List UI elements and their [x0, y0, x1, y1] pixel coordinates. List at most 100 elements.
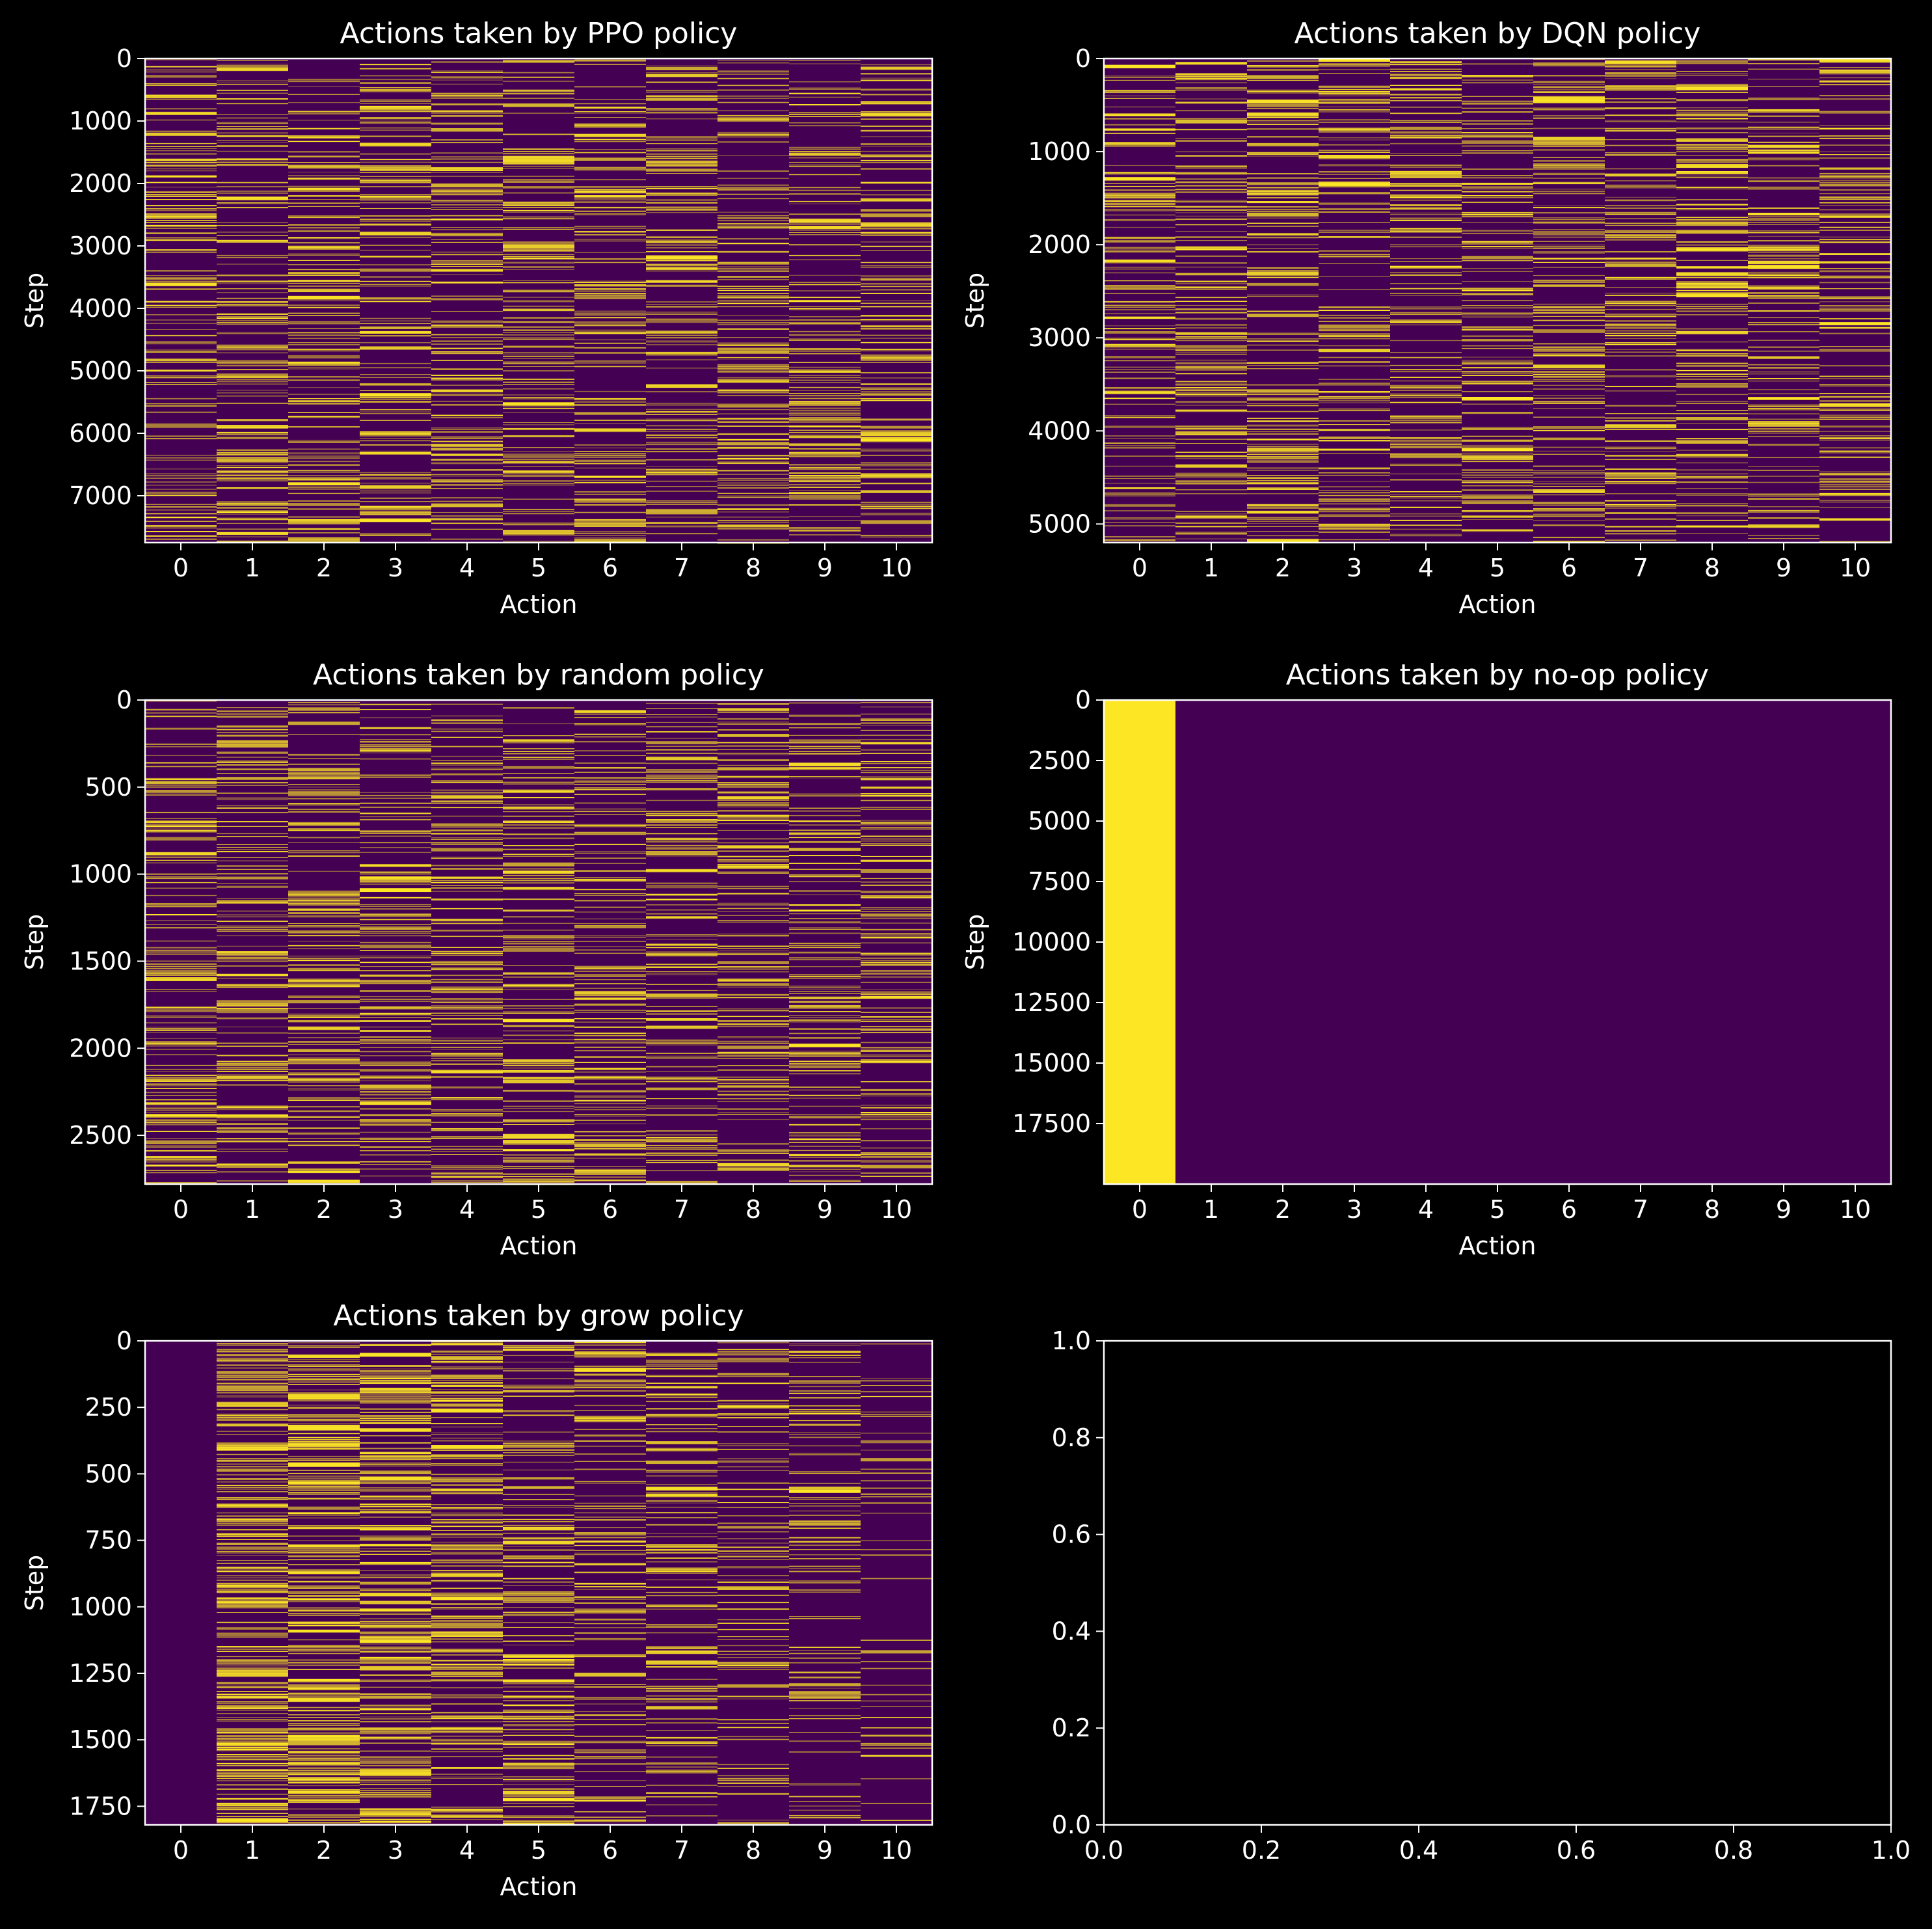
heatmap-step-mark: [1748, 165, 1819, 167]
heatmap-step-mark: [503, 1111, 574, 1113]
heatmap-step-mark: [1390, 74, 1462, 75]
heatmap-step-mark: [360, 178, 431, 180]
heatmap-step-mark: [1175, 363, 1247, 364]
heatmap-step-mark: [1748, 144, 1819, 146]
heatmap-step-mark: [789, 300, 861, 301]
heatmap-step-mark: [503, 824, 574, 826]
heatmap-step-mark: [217, 1127, 288, 1129]
heatmap-step-mark: [789, 714, 861, 716]
heatmap-step-mark: [1819, 378, 1891, 379]
heatmap-step-mark: [718, 504, 789, 506]
heatmap-step-mark: [217, 928, 288, 930]
heatmap-step-mark: [1319, 492, 1390, 494]
heatmap-step-mark: [288, 1044, 360, 1045]
heatmap-step-mark: [1390, 208, 1462, 209]
heatmap-step-mark: [431, 1042, 503, 1044]
heatmap-step-mark: [646, 157, 718, 159]
heatmap-step-mark: [1605, 237, 1676, 239]
heatmap-step-mark: [431, 848, 503, 852]
heatmap-step-mark: [1462, 327, 1533, 329]
heatmap-step-mark: [1533, 353, 1605, 355]
heatmap-step-mark: [1605, 390, 1676, 392]
heatmap-step-mark: [1319, 398, 1390, 399]
heatmap-step-mark: [574, 999, 646, 1001]
heatmap-step-mark: [431, 360, 503, 361]
heatmap-step-mark: [861, 198, 932, 200]
heatmap-step-mark: [145, 83, 217, 85]
heatmap-step-mark: [789, 921, 861, 923]
heatmap-step-mark: [1605, 115, 1676, 116]
heatmap-step-mark: [574, 824, 646, 826]
heatmap-step-mark: [1676, 63, 1748, 64]
heatmap-step-mark: [789, 338, 861, 340]
heatmap-step-mark: [1676, 493, 1748, 494]
heatmap-step-mark: [145, 708, 217, 711]
heatmap-step-mark: [1175, 165, 1247, 168]
heatmap-step-mark: [1748, 256, 1819, 257]
heatmap-step-mark: [1104, 98, 1175, 99]
heatmap-step-mark: [789, 988, 861, 990]
heatmap-step-mark: [574, 1148, 646, 1150]
heatmap-step-mark: [217, 757, 288, 758]
heatmap-step-mark: [861, 1019, 932, 1021]
heatmap-step-mark: [217, 150, 288, 152]
heatmap-step-mark: [718, 953, 789, 956]
heatmap-step-mark: [718, 395, 789, 397]
heatmap-step-mark: [217, 145, 288, 147]
heatmap-step-mark: [789, 1116, 861, 1118]
heatmap-step-mark: [1533, 229, 1605, 230]
heatmap-step-mark: [789, 472, 861, 474]
heatmap-step-mark: [789, 275, 861, 276]
heatmap-step-mark: [1104, 185, 1175, 187]
heatmap-step-mark: [431, 1023, 503, 1025]
heatmap-step-mark: [861, 1153, 932, 1155]
heatmap-step-mark: [1676, 204, 1748, 206]
heatmap-step-mark: [861, 859, 932, 861]
heatmap-step-mark: [217, 744, 288, 747]
heatmap-step-mark: [1104, 259, 1175, 263]
heatmap-step-mark: [503, 804, 574, 805]
heatmap-step-mark: [574, 453, 646, 454]
heatmap-step-mark: [861, 126, 932, 127]
heatmap-step-mark: [1390, 422, 1462, 424]
heatmap-step-mark: [431, 755, 503, 757]
heatmap-step-mark: [1390, 244, 1462, 246]
heatmap-step-mark: [1605, 180, 1676, 182]
heatmap-step-mark: [217, 392, 288, 394]
heatmap-step-mark: [1104, 331, 1175, 334]
heatmap-step-mark: [574, 900, 646, 902]
heatmap-step-mark: [1247, 349, 1319, 351]
heatmap-step-mark: [1819, 400, 1891, 401]
heatmap-step-mark: [1819, 261, 1891, 262]
heatmap-step-mark: [861, 80, 932, 81]
heatmap-step-mark: [1462, 128, 1533, 129]
heatmap-step-mark: [574, 500, 646, 501]
heatmap-step-mark: [718, 769, 789, 771]
heatmap-step-mark: [1819, 198, 1891, 200]
heatmap-step-mark: [1462, 134, 1533, 136]
heatmap-step-mark: [1319, 91, 1390, 92]
heatmap-step-mark: [789, 1028, 861, 1030]
heatmap-step-mark: [1533, 504, 1605, 506]
heatmap-column-action-6: [1533, 59, 1605, 542]
heatmap-step-mark: [574, 141, 646, 142]
heatmap-step-mark: [503, 898, 574, 900]
heatmap-column-action-9: [789, 61, 861, 543]
heatmap-step-mark: [1390, 479, 1462, 481]
heatmap-step-mark: [1319, 379, 1390, 380]
heatmap-step-mark: [145, 423, 217, 424]
heatmap-step-mark: [1676, 438, 1748, 440]
heatmap-step-mark: [360, 1090, 431, 1092]
heatmap-step-mark: [1175, 474, 1247, 477]
heatmap-step-mark: [503, 133, 574, 135]
heatmap-step-mark: [217, 374, 288, 379]
heatmap-step-mark: [1605, 69, 1676, 70]
heatmap-step-mark: [145, 1045, 217, 1047]
heatmap-step-mark: [1175, 129, 1247, 131]
heatmap-step-mark: [1748, 457, 1819, 459]
heatmap-step-mark: [861, 211, 932, 212]
heatmap-step-mark: [360, 996, 431, 997]
heatmap-step-mark: [360, 830, 431, 831]
heatmap-step-mark: [1104, 133, 1175, 134]
heatmap-step-mark: [1533, 128, 1605, 129]
